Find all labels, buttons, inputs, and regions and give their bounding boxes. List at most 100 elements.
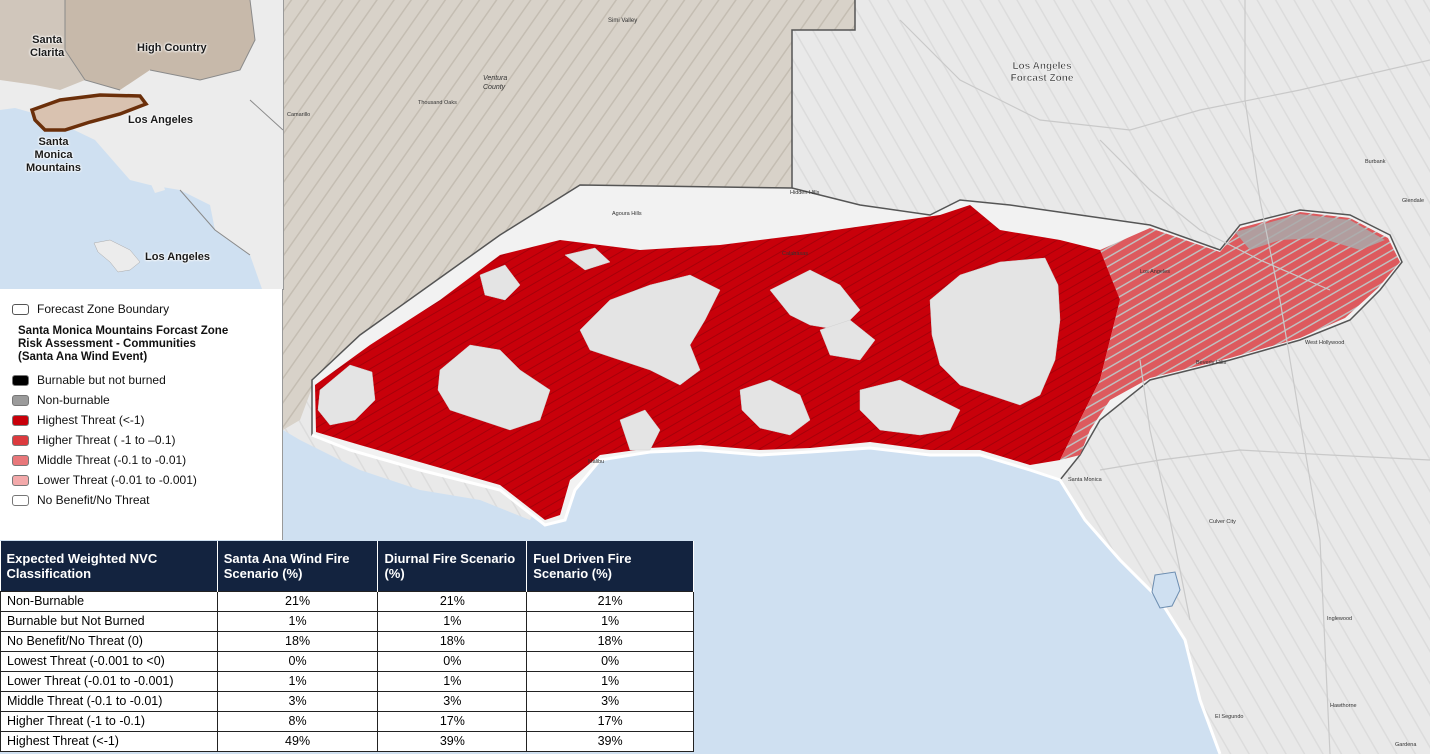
- label-agoura-hills: Agoura Hills: [612, 211, 642, 217]
- label-burbank: Burbank: [1365, 159, 1386, 165]
- table-header: Diurnal Fire Scenario (%): [377, 541, 528, 591]
- table-cell-value: 1%: [526, 610, 694, 632]
- table-row: No Benefit/No Threat (0) 18% 18% 18%: [0, 630, 694, 652]
- legend-swatch: [12, 374, 29, 386]
- label-simi-valley: Simi Valley: [608, 18, 637, 24]
- legend-item: Higher Threat ( -1 to –0.1): [12, 430, 282, 450]
- legend-swatch: [12, 414, 29, 426]
- label-ventura-county: Ventura County: [483, 75, 507, 91]
- map-legend: Forecast Zone Boundary Santa Monica Moun…: [0, 289, 283, 540]
- table-cell-value: 39%: [526, 730, 694, 752]
- table-row: Higher Threat (-1 to -0.1) 8% 17% 17%: [0, 710, 694, 732]
- table-cell-category: Burnable but Not Burned: [0, 610, 218, 632]
- inset-smm-zone[interactable]: [29, 93, 149, 132]
- label-calabasas: Calabasas: [782, 251, 808, 257]
- table-row: Lower Threat (-0.01 to -0.001) 1% 1% 1%: [0, 670, 694, 692]
- legend-swatch: [12, 454, 29, 466]
- label-camarillo: Camarillo: [287, 112, 310, 118]
- table-body: Non-Burnable 21% 21% 21% Burnable but Not Bu…: [0, 590, 694, 752]
- legend-swatch: [12, 394, 29, 406]
- table-header-row: Expected Weighted NVC Classification San…: [0, 541, 694, 591]
- nvc-classification-table: Expected Weighted NVC Classification San…: [0, 541, 694, 752]
- legend-item-label: Higher Threat ( -1 to –0.1): [37, 433, 176, 447]
- label-hidden-hills: Hidden Hills: [790, 190, 820, 196]
- legend-item: Burnable but not burned: [12, 370, 282, 390]
- table-cell-value: 1%: [377, 610, 528, 632]
- table-row: Burnable but Not Burned 1% 1% 1%: [0, 610, 694, 632]
- legend-item: Lower Threat (-0.01 to -0.001): [12, 470, 282, 490]
- table-cell-value: 17%: [377, 710, 528, 732]
- inset-label-los-angeles-island: Los Angeles: [145, 251, 210, 263]
- table-cell-value: 18%: [526, 630, 694, 652]
- legend-swatch: [12, 494, 29, 506]
- legend-item: No Benefit/No Threat: [12, 490, 282, 510]
- legend-swatch: [12, 434, 29, 446]
- table-cell-category: Non-Burnable: [0, 590, 218, 612]
- inset-locator-map: Santa Clarita High Country Los Angeles Sa…: [0, 0, 284, 290]
- legend-item: Non-burnable: [12, 390, 282, 410]
- risk-area-east: [1060, 212, 1400, 460]
- table-cell-category: Higher Threat (-1 to -0.1): [0, 710, 218, 732]
- table-header: Expected Weighted NVC Classification: [0, 541, 218, 591]
- label-west-hollywood: West Hollywood: [1305, 340, 1344, 346]
- table-cell-value: 49%: [216, 730, 379, 752]
- table-cell-value: 3%: [377, 690, 528, 712]
- inset-island: [93, 239, 141, 273]
- label-culver-city: Culver City: [1209, 519, 1236, 525]
- legend-item-label: No Benefit/No Threat: [37, 493, 150, 507]
- legend-item: Highest Threat (<-1): [12, 410, 282, 430]
- label-hawthorne: Hawthorne: [1330, 703, 1357, 709]
- table-row: Highest Threat (<-1) 49% 39% 39%: [0, 730, 694, 752]
- label-malibu: Malibu: [588, 459, 604, 465]
- table-row: Middle Threat (-0.1 to -0.01) 3% 3% 3%: [0, 690, 694, 712]
- table-cell-category: Lowest Threat (-0.001 to <0): [0, 650, 218, 672]
- table-cell-category: Lower Threat (-0.01 to -0.001): [0, 670, 218, 692]
- highways: [899, 0, 1430, 754]
- no-threat-areas: [317, 247, 1061, 451]
- table-row: Lowest Threat (-0.001 to <0) 0% 0% 0%: [0, 650, 694, 672]
- table-header: Fuel Driven Fire Scenario (%): [526, 541, 694, 591]
- legend-swatch-boundary: [12, 303, 29, 315]
- label-el-segundo: El Segundo: [1215, 714, 1243, 720]
- label-thousand-oaks: Thousand Oaks: [418, 100, 457, 106]
- table-cell-value: 1%: [216, 670, 379, 692]
- label-glendale: Glendale: [1402, 198, 1424, 204]
- county-boundary: [791, 0, 856, 188]
- table-cell-value: 21%: [526, 590, 694, 612]
- inset-rock: [150, 180, 165, 193]
- table-cell-value: 1%: [216, 610, 379, 632]
- inset-rock-2: [215, 204, 228, 216]
- table-cell-category: Highest Threat (<-1): [0, 730, 218, 752]
- marina: [1151, 571, 1181, 609]
- table-cell-value: 18%: [216, 630, 379, 652]
- coastline: [311, 433, 1222, 754]
- table-cell-category: Middle Threat (-0.1 to -0.01): [0, 690, 218, 712]
- table-cell-value: 0%: [377, 650, 528, 672]
- table-cell-value: 0%: [526, 650, 694, 672]
- inset-label-santa-clarita: Santa Clarita: [30, 34, 65, 59]
- legend-item-label: Middle Threat (-0.1 to -0.01): [37, 453, 187, 467]
- label-santa-monica: Santa Monica: [1068, 477, 1103, 483]
- table-cell-value: 3%: [216, 690, 379, 712]
- table-cell-value: 1%: [526, 670, 694, 692]
- table-cell-value: 17%: [526, 710, 694, 732]
- legend-item-label: Lower Threat (-0.01 to -0.001): [37, 473, 197, 487]
- ventura-county-terrain: [283, 0, 855, 430]
- table-cell-value: 39%: [377, 730, 528, 752]
- legend-item-label: Non-burnable: [37, 393, 110, 407]
- label-la-forecast-zone: Los Angeles Forcast Zone: [1011, 61, 1074, 84]
- nonburnable-east: [1235, 214, 1385, 250]
- table-cell-value: 8%: [216, 710, 379, 732]
- legend-boundary-label: Forecast Zone Boundary: [37, 302, 170, 316]
- legend-item-label: Burnable but not burned: [37, 373, 166, 387]
- label-los-angeles: Los Angeles: [1140, 269, 1170, 275]
- legend-title: Santa Monica Mountains Forcast Zone Risk …: [18, 325, 229, 363]
- table-cell-value: 1%: [377, 670, 528, 692]
- label-inglewood: Inglewood: [1327, 616, 1352, 622]
- table-cell-value: 21%: [377, 590, 528, 612]
- table-row: Non-Burnable 21% 21% 21%: [0, 590, 694, 612]
- table-cell-value: 3%: [526, 690, 694, 712]
- inset-santa-clarita: [0, 0, 85, 90]
- label-gardena: Gardena: [1395, 742, 1417, 748]
